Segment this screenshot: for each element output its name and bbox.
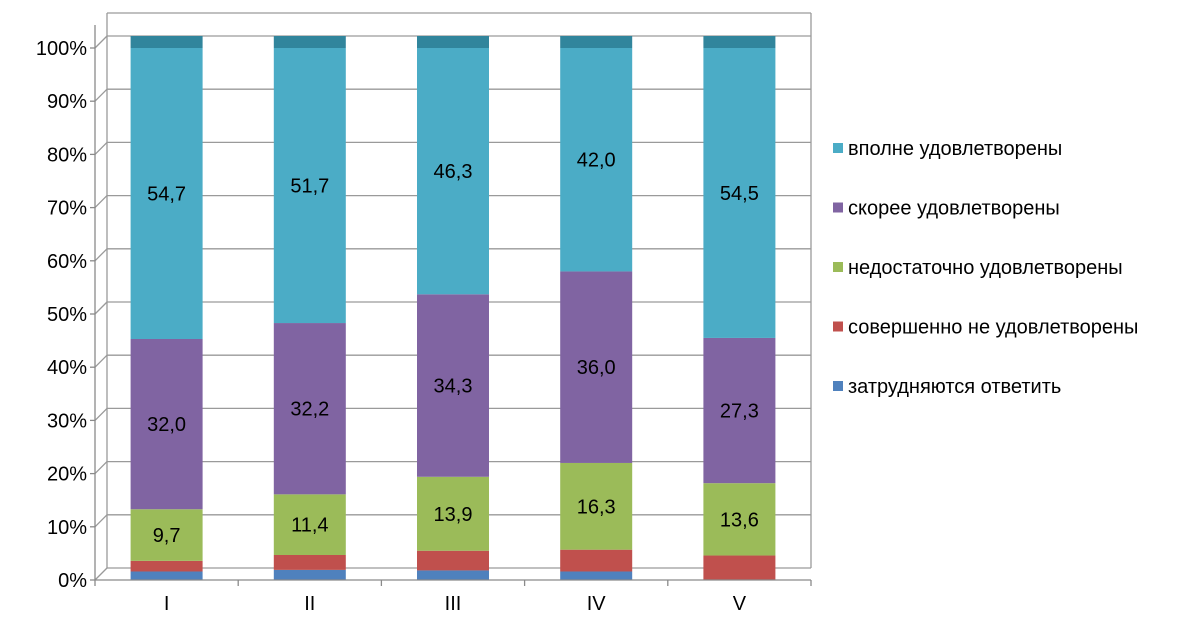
legend-swatch-совершенно-не-удовлетворены	[833, 321, 843, 332]
data-label-скорее-удовлетворены: 32,2	[290, 399, 329, 421]
grid-side-edge	[94, 407, 108, 421]
bar-top-face	[560, 36, 633, 48]
x-category-label: II	[304, 593, 315, 615]
bar-segment-недостаточно-удовлетворены	[703, 483, 776, 556]
grid-side-edge	[94, 514, 108, 528]
grid-side-edge	[94, 461, 108, 475]
y-tick-label: 40%	[47, 357, 87, 379]
bar-segment-скорее-удовлетворены	[560, 271, 633, 463]
bar-top-face	[130, 36, 203, 48]
bar-segment-вполне-удовлетворены	[273, 48, 346, 324]
bar-segment-скорее-удовлетворены	[703, 337, 776, 484]
y-tick-label: 100%	[36, 38, 87, 60]
legend-swatch-скорее-удовлетворены	[833, 202, 843, 213]
data-label-недостаточно-удовлетворены: 13,6	[720, 509, 759, 531]
bars	[130, 36, 776, 580]
data-label-недостаточно-удовлетворены: 9,7	[153, 525, 181, 547]
bar-segment-скорее-удовлетворены	[130, 339, 203, 510]
bar-segment-вполне-удовлетворены	[130, 48, 203, 340]
bar-segment-скорее-удовлетворены	[273, 323, 346, 495]
data-labels: 9,7 32,0 54,7 11,4 32,2 51,7 13,9 34,3 46,3 16,3 3…	[147, 150, 759, 547]
x-category-label: I	[164, 593, 170, 615]
data-label-скорее-удовлетворены: 36,0	[577, 357, 616, 379]
bar-segment-вполне-удовлетворены	[417, 48, 489, 295]
y-tick-label: 30%	[47, 410, 87, 432]
legend-label: вполне удовлетворены	[848, 138, 1062, 160]
data-label-недостаточно-удовлетворены: 16,3	[577, 496, 616, 518]
bar-segment-совершенно-не-удовлетворены	[130, 560, 203, 572]
grid-side-edge	[94, 301, 108, 315]
legend-label: совершенно не удовлетворены	[848, 317, 1138, 339]
grid-side-edge	[94, 354, 108, 368]
bar-segment-затрудняются-ответить	[560, 571, 633, 580]
x-category-label: III	[445, 593, 462, 615]
data-label-скорее-удовлетворены: 32,0	[147, 414, 186, 436]
bar-segment-затрудняются-ответить	[130, 571, 203, 580]
y-tick-labels: 0% 10% 20% 30% 40% 50% 60% 70% 80% 90% 100%	[36, 38, 87, 592]
bar-segment-недостаточно-удовлетворены	[417, 476, 489, 551]
y-tick-label: 10%	[47, 517, 87, 539]
bar-segment-недостаточно-удовлетворены	[273, 494, 346, 555]
y-tick-label: 60%	[47, 251, 87, 273]
bar-segment-недостаточно-удовлетворены	[560, 462, 633, 550]
data-label-вполне-удовлетворены: 46,3	[434, 161, 473, 183]
data-label-вполне-удовлетворены: 54,7	[147, 184, 186, 206]
bar-segment-совершенно-не-удовлетворены	[273, 554, 346, 570]
legend-label: затрудняются ответить	[848, 376, 1061, 398]
y-tick-label: 50%	[47, 304, 87, 326]
grid-side-edge	[94, 567, 108, 581]
data-label-скорее-удовлетворены: 27,3	[720, 401, 759, 423]
legend-label: скорее удовлетворены	[848, 198, 1060, 220]
x-category-labels: I II III IV V	[164, 593, 747, 615]
grid-side-edge	[94, 35, 108, 49]
bar-segment-скорее-удовлетворены	[417, 294, 489, 477]
bar-segment-совершенно-не-удовлетворены	[417, 550, 489, 571]
grid-side-edge	[94, 88, 108, 102]
bar-top-face	[417, 36, 489, 48]
data-label-недостаточно-удовлетворены: 13,9	[434, 504, 473, 526]
bar-segment-затрудняются-ответить	[273, 569, 346, 580]
axes	[90, 25, 812, 586]
grid-side-edge	[94, 195, 108, 209]
legend-swatch-затрудняются-ответить	[833, 381, 843, 391]
y-tick-label: 0%	[58, 570, 87, 592]
bar-segment-совершенно-не-удовлетворены	[560, 549, 633, 572]
data-label-скорее-удовлетворены: 34,3	[434, 376, 473, 398]
bar-top-face	[273, 36, 346, 48]
y-tick-label: 20%	[47, 464, 87, 486]
bar-top-face	[703, 36, 776, 48]
bar-segment-недостаточно-удовлетворены	[130, 509, 203, 561]
data-label-вполне-удовлетворены: 42,0	[577, 150, 616, 172]
data-label-вполне-удовлетворены: 51,7	[290, 176, 329, 198]
grid-side-edge	[94, 248, 108, 262]
legend: вполне удовлетворены скорее удовлетворены…	[833, 138, 1138, 398]
bar-segment-вполне-удовлетворены	[560, 48, 633, 272]
legend-swatch-недостаточно-удовлетворены	[833, 262, 843, 272]
bar-segment-совершенно-не-удовлетворены	[703, 555, 776, 580]
bar-segment-затрудняются-ответить	[417, 570, 489, 580]
y-tick-label: 90%	[47, 91, 87, 113]
legend-label: недостаточно удовлетворены	[848, 257, 1123, 279]
x-category-label: IV	[587, 593, 607, 615]
grid-side-edge	[94, 141, 108, 155]
y-tick-label: 80%	[47, 144, 87, 166]
x-category-label: V	[733, 593, 747, 615]
bar-segment-вполне-удовлетворены	[703, 48, 776, 338]
data-label-вполне-удовлетворены: 54,5	[720, 183, 759, 205]
data-label-недостаточно-удовлетворены: 11,4	[291, 515, 328, 537]
y-tick-label: 70%	[47, 198, 87, 220]
legend-swatch-вполне-удовлетворены	[833, 143, 843, 153]
